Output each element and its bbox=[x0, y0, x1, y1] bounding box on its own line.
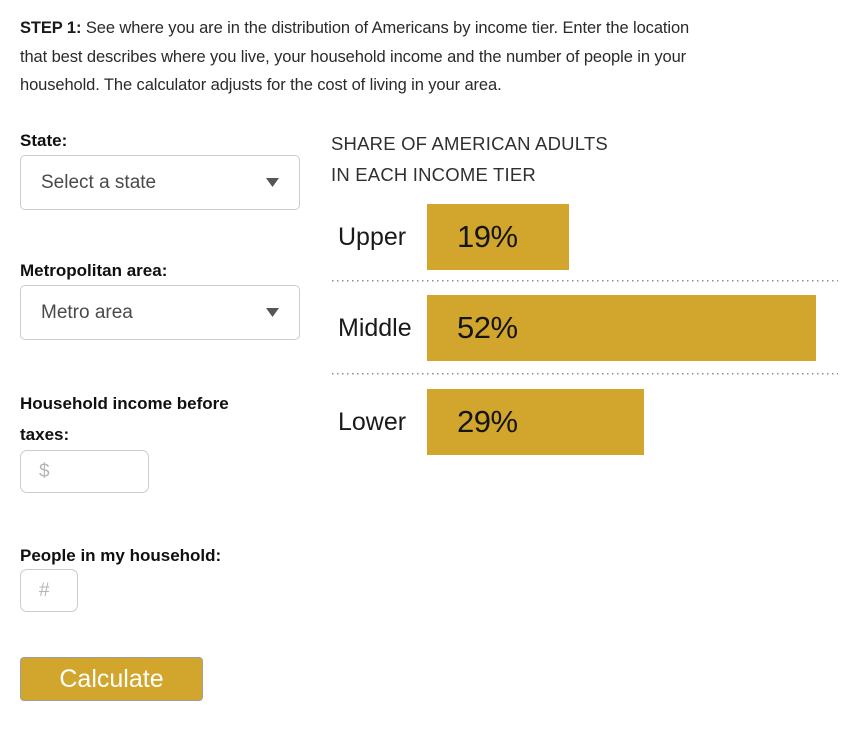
chart-row-lower: Lower 29% bbox=[338, 389, 816, 455]
chart-title: SHARE OF AMERICAN ADULTS IN EACH INCOME … bbox=[331, 128, 608, 190]
chart-row-upper: Upper 19% bbox=[338, 204, 816, 270]
intro-line-1: STEP 1: See where you are in the distrib… bbox=[20, 19, 690, 37]
intro-line-2: that best describes where you live, your… bbox=[20, 47, 687, 66]
chevron-down-icon bbox=[266, 178, 279, 187]
bar-middle: 52% bbox=[427, 295, 816, 361]
dotted-separator bbox=[332, 280, 838, 282]
household-size-label: People in my household: bbox=[20, 546, 222, 565]
metro-select-value: Metro area bbox=[41, 301, 133, 323]
bar-area: 19% bbox=[427, 204, 816, 270]
tier-label-middle: Middle bbox=[338, 313, 412, 342]
bar-value-middle: 52% bbox=[457, 310, 518, 345]
dotted-separator bbox=[332, 373, 838, 375]
bar-lower: 29% bbox=[427, 389, 644, 455]
state-select-value: Select a state bbox=[41, 171, 157, 193]
state-select[interactable]: Select a state bbox=[20, 155, 300, 210]
tier-label-lower: Lower bbox=[338, 407, 407, 436]
state-label: State: bbox=[20, 131, 68, 150]
income-label: Household income before taxes: bbox=[20, 394, 229, 444]
step1-label: STEP 1: bbox=[20, 19, 82, 37]
tier-label-upper: Upper bbox=[338, 222, 407, 251]
step1-intro-text: STEP 1: See where you are in the distrib… bbox=[20, 14, 832, 100]
chart-title-line-2: IN EACH INCOME TIER bbox=[331, 164, 536, 185]
metro-label: Metropolitan area: bbox=[20, 261, 168, 280]
bar-upper: 19% bbox=[427, 204, 570, 270]
chart-row-middle: Middle 52% bbox=[338, 295, 816, 361]
bar-area: 29% bbox=[427, 389, 816, 455]
chart-title-line-1: SHARE OF AMERICAN ADULTS bbox=[331, 133, 608, 154]
metro-area-select[interactable]: Metro area bbox=[20, 285, 300, 340]
bar-area: 52% bbox=[427, 295, 816, 361]
household-size-input[interactable] bbox=[20, 569, 78, 612]
intro-line-3: household. The calculator adjusts for th… bbox=[20, 76, 502, 94]
calculate-button[interactable]: Calculate bbox=[20, 657, 203, 701]
chevron-down-icon bbox=[266, 308, 279, 317]
income-input[interactable] bbox=[20, 450, 149, 493]
bar-value-lower: 29% bbox=[457, 404, 518, 439]
bar-value-upper: 19% bbox=[457, 219, 518, 254]
